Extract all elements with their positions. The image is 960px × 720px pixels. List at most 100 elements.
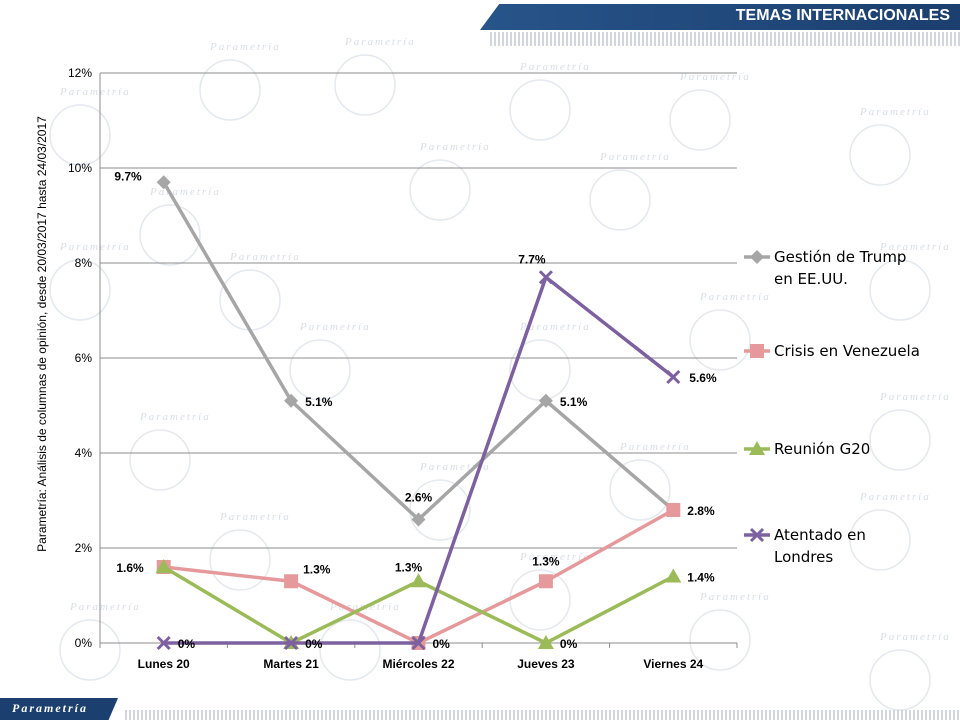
watermark-text: Parametría bbox=[519, 61, 591, 73]
legend-label: Crisis en Venezuela bbox=[774, 340, 934, 362]
legend-key-triangle bbox=[744, 441, 770, 455]
watermark-circle bbox=[409, 159, 471, 221]
data-label: 2.6% bbox=[405, 491, 433, 505]
data-point-marker bbox=[538, 393, 553, 408]
legend-item: Atentado en Londres bbox=[744, 524, 934, 568]
legend-marker bbox=[749, 441, 765, 455]
watermark-circle bbox=[849, 124, 911, 186]
data-label: 1.3% bbox=[532, 554, 560, 568]
y-tick-label: 10% bbox=[68, 161, 92, 175]
y-tick-label: 0% bbox=[75, 636, 93, 650]
watermark-circle bbox=[589, 169, 651, 231]
data-label: 2.8% bbox=[687, 504, 715, 518]
legend-label-line: en EE.UU. bbox=[774, 270, 848, 288]
data-point-marker bbox=[156, 635, 171, 651]
watermark-text: Parametría bbox=[219, 511, 291, 523]
x-tick-label: Martes 21 bbox=[263, 657, 319, 671]
watermark-circle bbox=[199, 59, 261, 121]
data-point-marker bbox=[284, 393, 299, 408]
watermark-text: Parametría bbox=[229, 251, 301, 263]
watermark-circle bbox=[334, 54, 396, 116]
watermark-circle bbox=[59, 619, 121, 681]
data-point-marker bbox=[284, 635, 299, 651]
y-tick-label: 6% bbox=[75, 351, 93, 365]
watermark-text: Parametría bbox=[879, 391, 951, 403]
header-stripe bbox=[490, 32, 960, 46]
watermark-text: Parametría bbox=[679, 71, 751, 83]
watermark-text: Parametría bbox=[299, 321, 371, 333]
watermark-circle bbox=[689, 309, 751, 371]
legend-label-line: Londres bbox=[774, 548, 834, 566]
watermark-text: Parametría bbox=[139, 411, 211, 423]
legend-label-line: Reunión G20 bbox=[774, 440, 871, 458]
footer-logo-text: Parametría bbox=[12, 701, 88, 715]
watermark-circle bbox=[669, 89, 731, 151]
series-line bbox=[162, 181, 675, 522]
watermark-circle bbox=[49, 104, 111, 166]
watermark-circle bbox=[509, 79, 571, 141]
data-point-marker bbox=[411, 635, 426, 651]
data-label: 9.7% bbox=[114, 169, 142, 183]
legend-key-diamond bbox=[744, 250, 770, 264]
data-point-marker bbox=[155, 559, 172, 573]
watermark-circle bbox=[139, 204, 201, 266]
watermark-circle bbox=[609, 459, 671, 521]
y-tick-label: 4% bbox=[75, 446, 93, 460]
watermark-text: Parametría bbox=[209, 41, 281, 53]
data-label: 7.7% bbox=[518, 252, 546, 266]
legend-label-line: Gestión de Trump bbox=[774, 248, 907, 266]
x-tick-label: Lunes 20 bbox=[138, 657, 190, 671]
watermark-text: Parametría bbox=[519, 321, 591, 333]
legend-key-x bbox=[744, 527, 770, 543]
watermark-text: Parametría bbox=[344, 36, 416, 48]
watermark-circle bbox=[689, 609, 751, 671]
watermark-text: Parametría bbox=[879, 631, 951, 643]
page-title: TEMAS INTERNACIONALES bbox=[735, 7, 950, 24]
data-point-marker bbox=[411, 512, 426, 527]
data-label: 5.6% bbox=[689, 371, 717, 385]
watermark-text: Parametría bbox=[419, 141, 491, 153]
watermark-circle bbox=[849, 509, 911, 571]
data-label: 0% bbox=[305, 637, 323, 651]
watermark-text: Parametría bbox=[699, 291, 771, 303]
legend-item: Gestión de Trump en EE.UU. bbox=[744, 246, 934, 290]
data-label: 5.1% bbox=[305, 395, 333, 409]
y-tick-label: 8% bbox=[75, 256, 93, 270]
data-point-marker bbox=[537, 635, 554, 649]
y-tick-label: 2% bbox=[75, 541, 93, 555]
series-line bbox=[163, 275, 675, 645]
legend-label: Gestión de Trump en EE.UU. bbox=[774, 246, 934, 290]
watermark-text: Parametría bbox=[619, 441, 691, 453]
watermark-circle bbox=[49, 259, 111, 321]
data-label: 0% bbox=[178, 637, 196, 651]
watermark-text: Parametría bbox=[59, 86, 131, 98]
data-point-marker bbox=[666, 369, 681, 385]
series-4 bbox=[156, 270, 681, 651]
data-label: 1.4% bbox=[687, 571, 715, 585]
watermark-text: Parametría bbox=[519, 551, 591, 563]
legend-label-line: Atentado en bbox=[774, 526, 866, 544]
data-point-marker bbox=[666, 503, 681, 517]
legend-label: Atentado en Londres bbox=[774, 524, 934, 568]
legend-marker bbox=[750, 250, 764, 264]
data-label: 0% bbox=[560, 637, 578, 651]
data-point-marker bbox=[538, 270, 553, 285]
x-tick-label: Miércoles 22 bbox=[382, 657, 454, 671]
watermark-circle bbox=[209, 529, 271, 591]
watermark-text: Parametría bbox=[69, 601, 141, 613]
data-point-marker bbox=[665, 568, 682, 583]
watermark-text: Parametría bbox=[859, 106, 931, 118]
data-label: 1.3% bbox=[395, 560, 423, 574]
footer-logo: Parametría bbox=[0, 698, 118, 720]
watermark-text: Parametría bbox=[599, 151, 671, 163]
watermark-circle bbox=[289, 339, 351, 401]
data-point-marker bbox=[538, 574, 553, 589]
legend-item: Crisis en Venezuela bbox=[744, 340, 934, 362]
footer-stripe bbox=[125, 710, 960, 720]
watermark-circle bbox=[869, 409, 931, 471]
legend-item: Reunión G20 bbox=[744, 438, 934, 460]
header-banner: TEMAS INTERNACIONALES bbox=[480, 4, 960, 30]
legend-label: Reunión G20 bbox=[774, 438, 934, 460]
x-tick-label: Jueves 23 bbox=[517, 657, 575, 671]
